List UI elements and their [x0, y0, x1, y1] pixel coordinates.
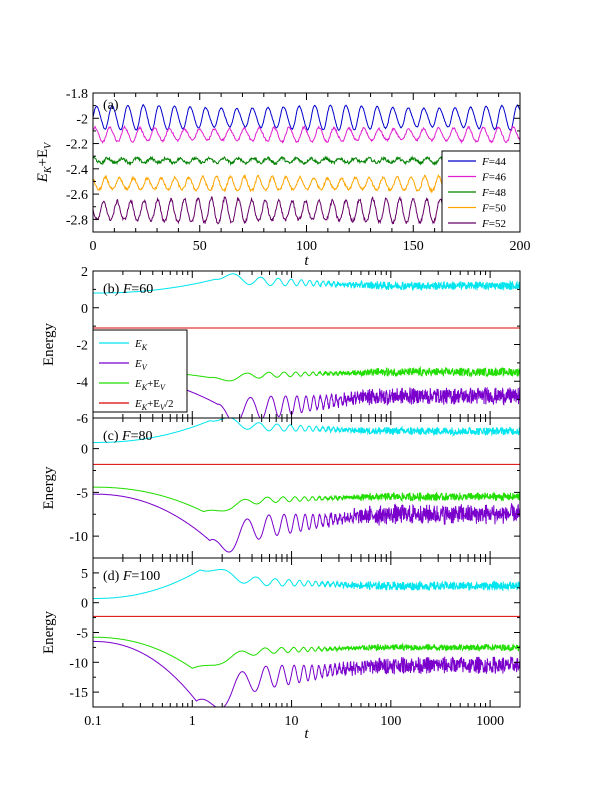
panel-label-a: (a) — [103, 98, 119, 113]
y-tick-label: -2 — [76, 339, 88, 354]
x-tick-label: 1 — [189, 714, 196, 729]
x-tick-label: 200 — [510, 239, 531, 254]
x-tick-label: 1000 — [476, 714, 504, 729]
panel-c: 0 -5 -10 (c) F=80 Energy — [41, 418, 521, 558]
legend-label: F=48 — [481, 187, 506, 199]
y-tick-label: -15 — [69, 686, 88, 701]
legend-label: EK — [134, 338, 148, 352]
series-line-E_K — [93, 273, 520, 294]
y-tick-label: -2.6 — [66, 188, 88, 203]
y-tick-label: 0 — [81, 597, 88, 612]
legend-label: EK+EV/2 — [134, 398, 173, 412]
plot-frame-d — [92, 557, 521, 708]
y-tick-label: 2 — [81, 265, 88, 280]
x-tick-label: 100 — [380, 714, 401, 729]
panel-label-b: (b) F=60 — [103, 282, 153, 297]
y-tick-label: -5 — [76, 486, 88, 501]
panel-label-d: (d) F=100 — [103, 569, 160, 584]
x-tick-label: 10 — [285, 714, 299, 729]
panel-b: 2 0 -2 -4 -6 (b) F=60 Energy EK EV EK+EV EK+EV/2 — [41, 265, 521, 427]
plot-frame-c — [92, 417, 521, 559]
y-axis-title-d: Energy — [41, 610, 57, 654]
series-line-E_V — [93, 640, 520, 707]
y-tick-label: -4 — [76, 375, 88, 390]
series-line-F=44 — [93, 103, 520, 132]
series-line-E_K — [93, 569, 520, 599]
x-tick-label: 50 — [193, 239, 207, 254]
y-tick-label: 0 — [81, 302, 88, 317]
legend-label: F=52 — [481, 218, 506, 230]
x-axis-title-a: t — [304, 253, 309, 269]
y-axis-title-b: Energy — [41, 322, 57, 366]
legend-label: F=44 — [481, 156, 506, 168]
legend-label: F=50 — [481, 203, 506, 215]
series-line-E_K+E_V — [93, 486, 520, 513]
y-tick-label: -2.4 — [66, 163, 88, 178]
legend-label: EV — [134, 358, 148, 372]
y-axis-title-c: Energy — [41, 466, 57, 510]
x-tick-label: 100 — [296, 239, 317, 254]
series-line-E_V — [93, 493, 520, 553]
y-tick-label: -5 — [76, 627, 88, 642]
plot-frame-a — [92, 92, 521, 233]
x-axis-title-d: t — [304, 726, 309, 742]
series-line-F=46 — [93, 124, 520, 145]
panel-a: -1.8 -2 -2.2 -2.4 -2.6 -2.80 50 100 150 200 (a) t EK… — [35, 87, 531, 269]
series-line-E_K — [93, 418, 520, 443]
y-tick-label: -6 — [76, 412, 88, 427]
y-axis-title-a: EK+EV — [35, 141, 54, 183]
x-tick-label: 0 — [90, 239, 97, 254]
y-tick-label: -2.8 — [66, 213, 88, 228]
x-tick-label: 150 — [403, 239, 424, 254]
y-tick-label: 0 — [81, 443, 88, 458]
legend-label: EK+EV — [134, 378, 166, 392]
series-line-E_K+E_V — [93, 636, 520, 669]
y-tick-label: -10 — [69, 656, 88, 671]
y-tick-label: -10 — [69, 530, 88, 545]
y-tick-label: 5 — [81, 567, 88, 582]
y-tick-label: -2.2 — [66, 138, 88, 153]
legend-label: F=46 — [481, 172, 506, 184]
y-tick-label: -1.8 — [66, 87, 88, 102]
y-tick-label: -2 — [76, 112, 88, 127]
x-tick-label: 0.1 — [84, 714, 102, 729]
panel-d: 5 0 -5 -10 -15 0.1 1 10 100 1000 (d) F=100 Energy t — [41, 558, 521, 742]
legend-box-b — [92, 329, 188, 413]
panel-label-c: (c) F=80 — [103, 429, 153, 444]
